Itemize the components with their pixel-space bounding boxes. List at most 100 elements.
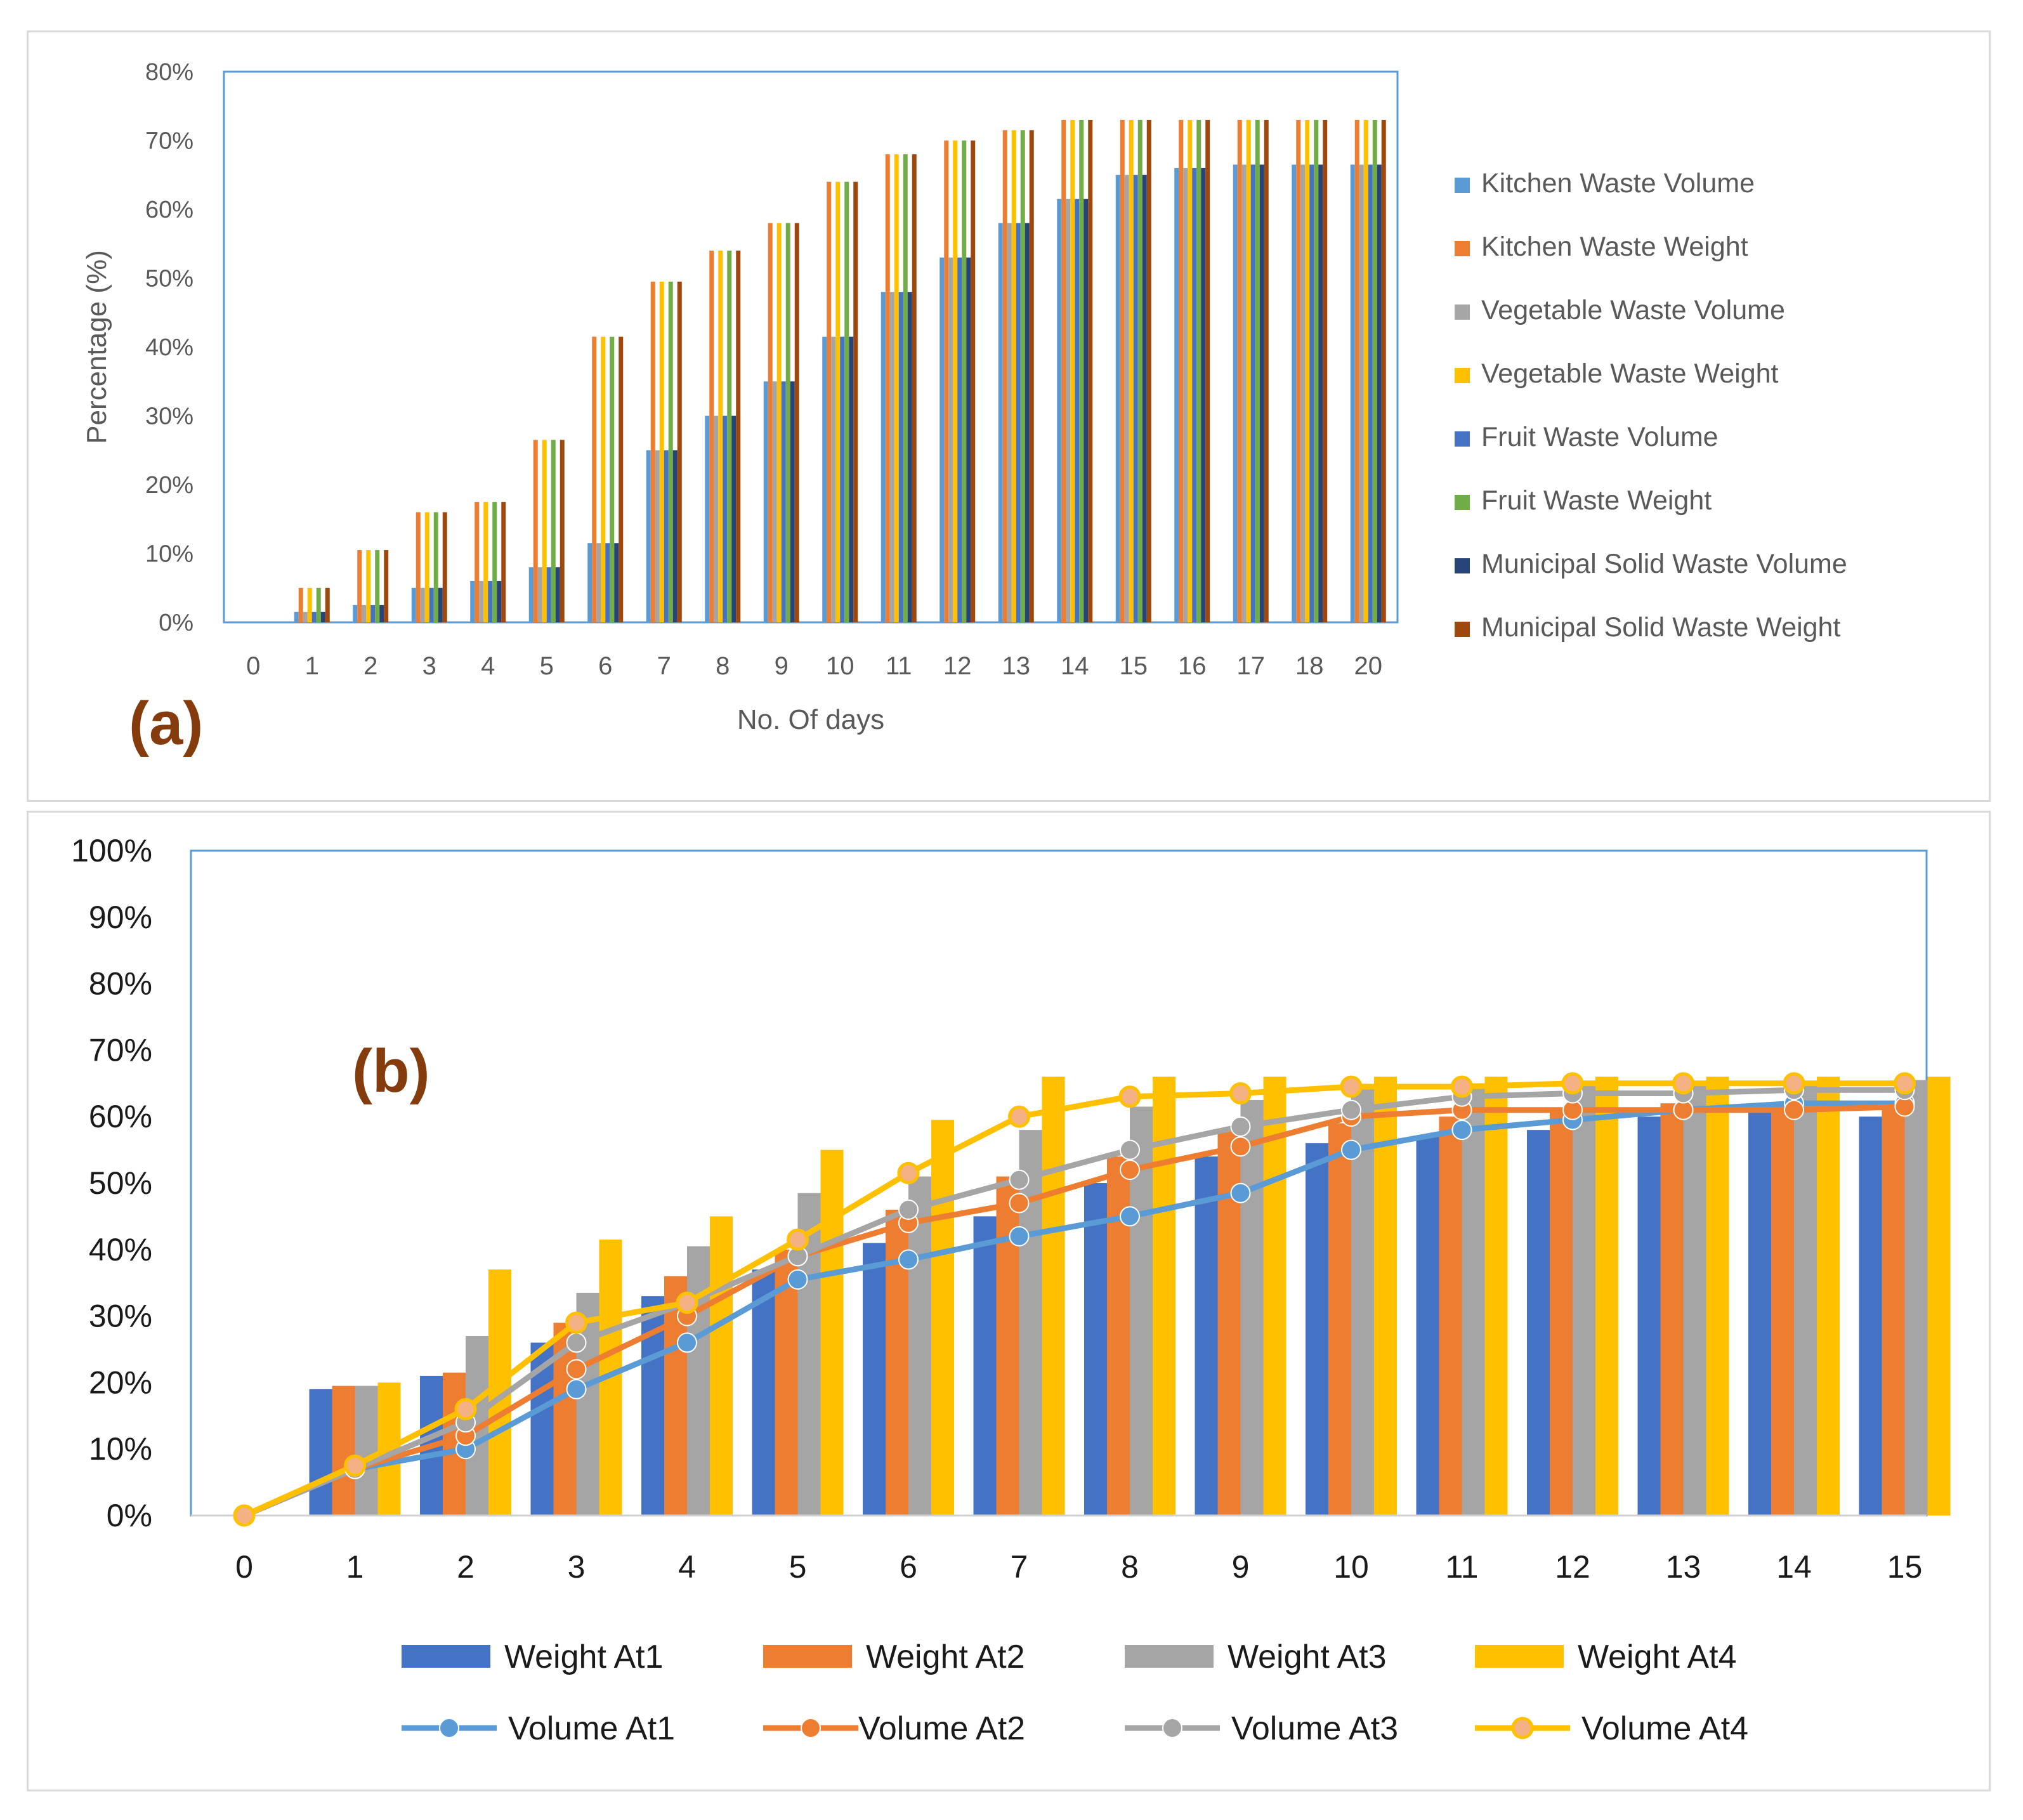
bar: [1859, 1116, 1882, 1516]
bar: [1359, 164, 1364, 623]
y-tick-label: 20%: [145, 472, 193, 499]
bar: [1748, 1110, 1771, 1516]
bar: [294, 612, 299, 622]
x-axis-label: No. Of days: [737, 704, 884, 735]
bar: [533, 440, 538, 622]
legend-swatch: [1455, 304, 1470, 320]
line-point: [1120, 1160, 1140, 1181]
x-tick-label: 7: [1011, 1549, 1028, 1585]
bar: [709, 251, 714, 623]
bar: [705, 416, 710, 622]
bar: [1084, 199, 1089, 623]
bar: [948, 257, 953, 622]
bar: [551, 440, 556, 622]
x-tick-label: 1: [346, 1549, 364, 1585]
bar: [1318, 164, 1323, 623]
bar: [1174, 167, 1179, 622]
y-tick-label: 20%: [89, 1365, 152, 1400]
chart-panel-a: 0% 10% 20% 30% 40% 50% 60% 70% 80% 0 1 2 3 4 5 6 7 8 9 10 11…: [27, 30, 1991, 802]
x-tick-label: 11: [886, 652, 912, 680]
y-tick-label: 80%: [145, 59, 193, 86]
bar: [731, 416, 737, 622]
bar: [710, 1216, 733, 1516]
legend-swatch: [1455, 178, 1470, 193]
x-tick-label: 7: [657, 652, 671, 680]
bar: [1079, 119, 1084, 622]
bar: [655, 450, 660, 622]
bar: [1323, 119, 1328, 622]
bar: [881, 292, 886, 622]
bar: [325, 587, 330, 622]
bar: [894, 154, 899, 622]
legend-label: Municipal Solid Waste Weight: [1481, 612, 1840, 643]
legend-label: Volume At2: [858, 1710, 1025, 1747]
x-tick-label: 2: [457, 1549, 475, 1585]
x-tick-label: 0: [246, 652, 260, 680]
bar: [1300, 164, 1306, 623]
bar: [971, 140, 976, 622]
bar: [1771, 1103, 1794, 1516]
bar: [727, 251, 732, 623]
y-tick-label: 80%: [89, 966, 152, 1002]
bar: [1011, 130, 1016, 623]
bar: [375, 550, 380, 622]
line-point: [897, 1162, 920, 1184]
bar: [772, 381, 777, 622]
bar: [659, 281, 664, 622]
bar: [307, 587, 312, 622]
legend-label: Weight At4: [1578, 1639, 1737, 1675]
legend-swatch: [1455, 558, 1470, 573]
bar: [840, 336, 845, 622]
x-tick-label: 8: [716, 652, 730, 680]
bar: [998, 223, 1003, 622]
bar: [907, 292, 912, 622]
bar: [1195, 1156, 1218, 1516]
x-tick-label: 15: [1887, 1549, 1923, 1585]
bar: [1416, 1136, 1439, 1516]
bar: [1660, 1103, 1684, 1516]
bar: [1328, 1123, 1351, 1516]
bar: [379, 605, 384, 622]
y-tick-label: 0%: [107, 1498, 152, 1533]
bar: [357, 550, 362, 622]
x-tick-label: 8: [1121, 1549, 1139, 1585]
y-tick-label: 40%: [89, 1232, 152, 1267]
line-point: [1784, 1099, 1804, 1120]
line-point: [1783, 1072, 1805, 1095]
bar: [820, 1149, 844, 1516]
x-tick-label: 2: [363, 652, 377, 680]
bar: [1292, 164, 1297, 623]
bar: [1115, 174, 1120, 622]
bar: [298, 587, 303, 622]
legend-label: Volume At3: [1231, 1710, 1398, 1747]
legend-marker: [1511, 1717, 1534, 1739]
y-tick-label: 10%: [89, 1431, 152, 1467]
bar: [1439, 1116, 1462, 1516]
legend-swatch: [1475, 1645, 1564, 1668]
bar: [1020, 130, 1025, 623]
line-point: [566, 1332, 587, 1353]
bar: [768, 223, 773, 622]
bar: [889, 292, 894, 622]
legend-marker: [439, 1718, 459, 1738]
bar: [1927, 1077, 1951, 1516]
x-tick-label: 20: [1354, 652, 1383, 680]
x-tick-label: 5: [540, 652, 554, 680]
bar: [1201, 167, 1206, 622]
bar: [827, 181, 832, 623]
bar: [1241, 164, 1247, 623]
bar: [1368, 164, 1373, 623]
x-tick-label: 12: [943, 652, 972, 680]
legend-swatch: [1455, 622, 1470, 637]
line-point: [1229, 1082, 1252, 1105]
bar: [601, 336, 606, 622]
bar: [470, 580, 475, 622]
y-tick-label: 60%: [89, 1099, 152, 1134]
bar: [475, 502, 480, 622]
bar: [1306, 1143, 1328, 1516]
bar: [790, 381, 795, 622]
bar: [555, 567, 560, 622]
bar: [822, 336, 827, 622]
x-tick-label: 5: [789, 1549, 807, 1585]
series-line: [241, 1100, 1908, 1519]
